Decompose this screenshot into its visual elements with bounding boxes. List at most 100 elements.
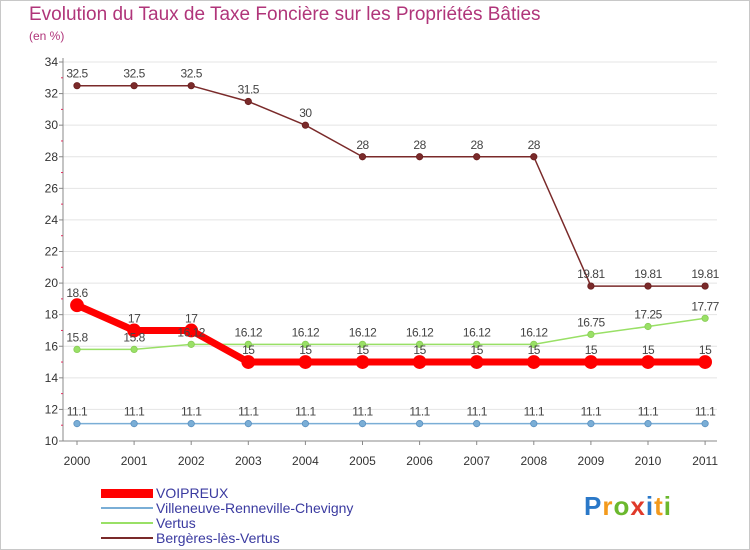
- data-point-vertus: [587, 330, 595, 339]
- data-label-bergeres-les-vertus: 32.5: [123, 67, 145, 81]
- data-label-voipreux: 17: [128, 311, 141, 325]
- data-point-villeneuve-renneville-chevigny: [644, 420, 652, 428]
- data-label-voipreux: 17: [185, 311, 198, 325]
- legend-swatch-bergeres: [101, 537, 153, 539]
- y-tick-label: 22: [45, 245, 59, 259]
- data-point-voipreux: [184, 323, 199, 338]
- data-point-bergeres-les-vertus: [644, 282, 652, 290]
- data-point-bergeres-les-vertus: [587, 282, 595, 290]
- x-tick-label: 2002: [178, 454, 205, 468]
- data-point-voipreux: [241, 355, 256, 369]
- x-tick-label: 2007: [463, 454, 490, 468]
- data-point-vertus: [530, 340, 538, 348]
- logo-letter: P: [584, 491, 603, 521]
- data-point-vertus: [187, 340, 195, 348]
- data-label-voipreux: 15: [642, 343, 655, 357]
- data-point-vertus: [644, 322, 652, 331]
- legend-label-villeneuve: Villeneuve-Renneville-Chevigny: [156, 500, 354, 516]
- x-tick-label: 2006: [406, 454, 433, 468]
- data-point-villeneuve-renneville-chevigny: [73, 420, 81, 428]
- data-point-voipreux: [298, 355, 313, 369]
- data-label-vertus: 16.12: [349, 325, 377, 339]
- logo-letter: o: [613, 491, 631, 521]
- y-tick-label: 20: [45, 276, 59, 290]
- data-label-voipreux: 15: [585, 343, 598, 357]
- y-tick-label: 32: [45, 87, 59, 101]
- data-point-bergeres-les-vertus: [301, 121, 309, 129]
- data-point-bergeres-les-vertus: [530, 153, 538, 161]
- data-point-voipreux: [355, 355, 370, 369]
- data-point-bergeres-les-vertus: [244, 97, 252, 106]
- data-label-bergeres-les-vertus: 32.5: [66, 67, 88, 81]
- legend-swatch-voipreux: [101, 488, 153, 498]
- y-tick-label: 16: [45, 339, 59, 353]
- data-label-vertus: 17.25: [634, 308, 662, 322]
- data-point-vertus: [473, 340, 481, 348]
- data-point-vertus: [358, 340, 367, 348]
- data-label-villeneuve-renneville-chevigny: 11.1: [181, 405, 202, 419]
- data-label-voipreux: 15: [528, 343, 541, 357]
- legend-label-bergeres: Bergères-lès-Vertus: [156, 530, 280, 546]
- logo-letter: x: [630, 491, 646, 521]
- data-label-vertus: 16.12: [463, 325, 491, 339]
- x-tick-label: 2010: [635, 454, 662, 468]
- x-tick-label: 2011: [692, 454, 718, 468]
- y-tick-label: 30: [45, 118, 59, 132]
- data-point-villeneuve-renneville-chevigny: [187, 420, 195, 428]
- data-label-villeneuve-renneville-chevigny: 11.1: [695, 405, 716, 419]
- logo-letter: r: [602, 491, 614, 521]
- data-point-vertus: [701, 314, 709, 322]
- data-label-villeneuve-renneville-chevigny: 11.1: [524, 405, 545, 419]
- data-label-voipreux: 15: [699, 343, 712, 357]
- data-label-vertus: 16.12: [177, 325, 205, 339]
- data-point-vertus: [73, 345, 81, 354]
- data-point-bergeres-les-vertus: [187, 82, 195, 90]
- data-point-vertus: [415, 340, 424, 348]
- logo-letter: t: [654, 491, 664, 521]
- data-label-voipreux: 18.6: [66, 286, 88, 300]
- data-point-vertus: [301, 340, 309, 348]
- y-tick-label: 34: [45, 55, 59, 69]
- chart-title: Evolution du Taux de Taxe Foncière sur l…: [29, 4, 541, 25]
- x-tick-label: 2008: [520, 454, 547, 468]
- data-point-bergeres-les-vertus: [701, 282, 709, 290]
- y-tick-label: 24: [45, 213, 59, 227]
- series-line-bergeres-les-vertus: [77, 84, 706, 287]
- data-point-villeneuve-renneville-chevigny: [301, 420, 309, 428]
- series-line-vertus: [77, 317, 706, 351]
- data-label-vertus: 16.12: [406, 325, 434, 339]
- data-point-voipreux: [641, 355, 655, 369]
- x-tick-label: 2005: [349, 454, 376, 468]
- legend-item-villeneuve: Villeneuve-Renneville-Chevigny: [101, 501, 353, 515]
- data-point-bergeres-les-vertus: [358, 153, 367, 161]
- data-point-voipreux: [526, 355, 541, 369]
- y-tick-label: 28: [45, 150, 59, 164]
- data-label-bergeres-les-vertus: 28: [356, 138, 369, 152]
- data-label-villeneuve-renneville-chevigny: 11.1: [638, 405, 659, 419]
- data-point-voipreux: [469, 355, 484, 369]
- data-label-villeneuve-renneville-chevigny: 11.1: [238, 405, 259, 419]
- data-label-villeneuve-renneville-chevigny: 11.1: [352, 405, 373, 419]
- data-point-voipreux: [584, 355, 598, 369]
- legend-item-bergeres: Bergères-lès-Vertus: [101, 531, 280, 545]
- data-label-vertus: 17.77: [691, 299, 719, 313]
- data-point-voipreux: [70, 298, 84, 313]
- data-label-bergeres-les-vertus: 28: [413, 138, 426, 152]
- data-label-vertus: 16.12: [292, 325, 320, 339]
- data-label-bergeres-les-vertus: 19.81: [577, 267, 605, 281]
- legend-swatch-vertus: [101, 522, 153, 524]
- data-point-bergeres-les-vertus: [73, 82, 81, 90]
- data-point-voipreux: [127, 323, 142, 338]
- data-point-villeneuve-renneville-chevigny: [358, 420, 367, 428]
- data-point-villeneuve-renneville-chevigny: [415, 420, 424, 428]
- data-point-villeneuve-renneville-chevigny: [701, 420, 709, 428]
- y-tick-label: 26: [45, 181, 59, 195]
- y-tick-label: 14: [45, 371, 59, 385]
- data-point-bergeres-les-vertus: [415, 153, 424, 161]
- data-label-villeneuve-renneville-chevigny: 11.1: [466, 405, 487, 419]
- y-tick-label: 18: [45, 308, 59, 322]
- data-point-vertus: [244, 340, 252, 348]
- y-tick-label: 10: [45, 434, 59, 448]
- data-label-villeneuve-renneville-chevigny: 11.1: [295, 405, 316, 419]
